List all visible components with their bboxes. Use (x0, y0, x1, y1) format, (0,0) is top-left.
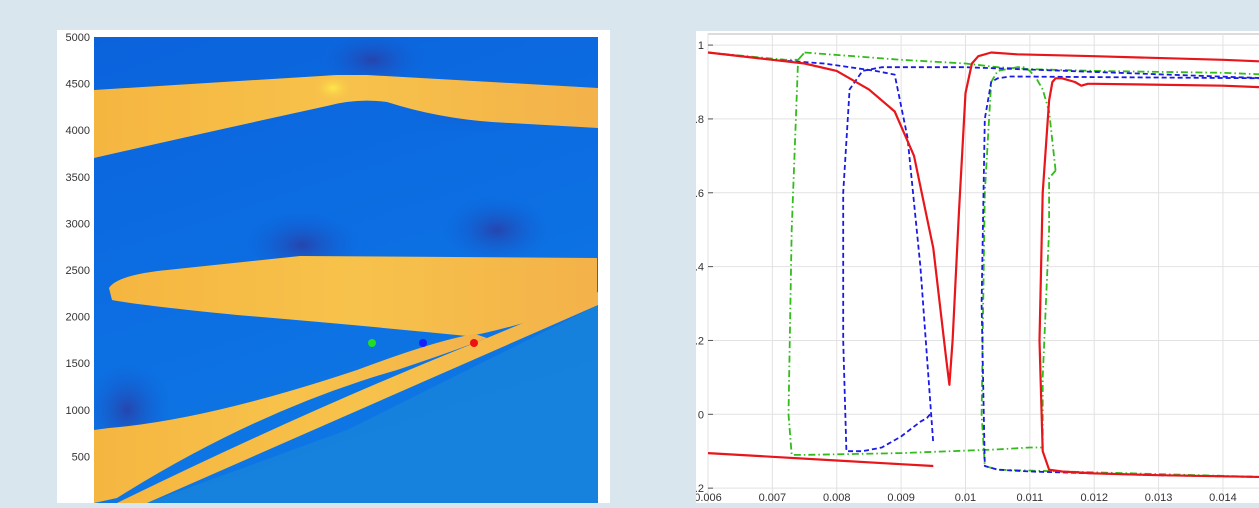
heatmap-y-axis: 500 1000 1500 2000 2500 3000 3500 4000 4500 5000 (66, 32, 90, 463)
y-tick-label: 0 (698, 409, 704, 421)
heatmap-y-tick-label: 2500 (66, 265, 90, 277)
heatmap-y-tick-label: 3500 (66, 172, 90, 184)
x-tick-label: 0.013 (1145, 492, 1173, 503)
heatmap-chart: 500 1000 1500 2000 2500 3000 3500 4000 4500 5000 (57, 30, 610, 503)
y-tick-label: 0.6 (696, 188, 704, 200)
x-tick-label: 0.012 (1080, 492, 1108, 503)
heatmap-y-tick-label: 1000 (66, 405, 90, 417)
x-tick-label: 0.011 (1016, 492, 1043, 503)
y-tick-label: 1 (698, 40, 704, 52)
heatmap-y-tick-label: 1500 (66, 358, 90, 370)
x-tick-label: 0.014 (1209, 492, 1237, 503)
heatmap-y-tick-label: 3000 (66, 218, 90, 230)
heatmap-y-tick-label: 4000 (66, 125, 90, 137)
probe-marker (419, 339, 427, 347)
y-tick-label: 0.2 (696, 335, 704, 347)
probe-marker (470, 339, 478, 347)
heatmap-panel: 500 1000 1500 2000 2500 3000 3500 4000 4500 5000 (57, 30, 610, 503)
x-tick-label: 0.01 (955, 492, 976, 503)
y-tick-label: -0.2 (696, 483, 704, 495)
heatmap-field (82, 30, 598, 503)
y-tick-label: 0.4 (696, 262, 704, 274)
heatmap-y-tick-label: 2000 (66, 312, 90, 324)
heatmap-y-tick-label: 500 (72, 451, 90, 463)
heatmap-y-tick-label: 4500 (66, 79, 90, 91)
x-tick-label: 0.008 (823, 492, 851, 503)
x-tick-label: 0.007 (759, 492, 787, 503)
probe-marker (368, 339, 376, 347)
y-tick-label: 0.8 (696, 114, 704, 126)
x-tick-label: 0.009 (887, 492, 915, 503)
heatmap-y-tick-label: 5000 (66, 32, 90, 44)
